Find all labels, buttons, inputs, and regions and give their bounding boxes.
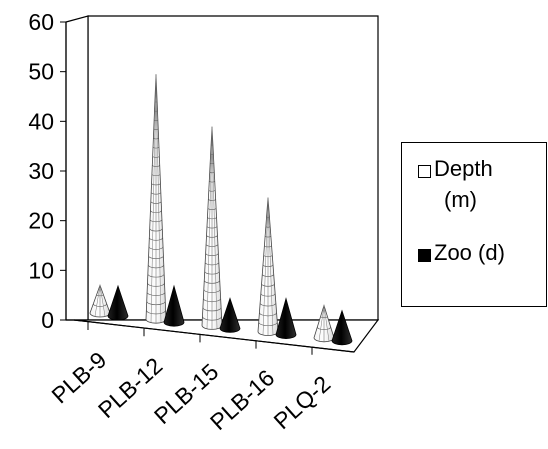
depth-cone-PLB-15-ridge xyxy=(211,126,218,329)
depth-cone-PLB-15-ridge xyxy=(206,126,213,329)
chart-marks xyxy=(89,74,353,346)
x-tick-label: PLQ-2 xyxy=(269,370,336,434)
zoo-cone-PLB-16-body xyxy=(275,297,297,339)
zoo-cone-PLQ-2 xyxy=(331,309,353,346)
y-tick-label: 10 xyxy=(28,257,54,283)
depth-cone-PLB-9-ridge xyxy=(99,285,106,317)
depth-cone-PLQ-2-ridge xyxy=(323,305,330,342)
depth-cone-PLB-12-ridge xyxy=(150,74,157,323)
depth-cone-PLB-12-ridge xyxy=(155,74,162,323)
y-tick-label: 20 xyxy=(28,208,54,234)
legend: Depth (m) Zoo (d) xyxy=(401,142,547,307)
zoo-cone-PLQ-2-body xyxy=(331,309,353,346)
legend-label-depth-unit: (m) xyxy=(444,187,477,212)
y-tick-label: 30 xyxy=(28,158,54,184)
depth-cone-PLB-16-ridge xyxy=(267,197,274,335)
legend-label-depth: Depth xyxy=(434,156,493,181)
zoo-cone-PLB-15 xyxy=(219,297,241,333)
y-tick-label: 60 xyxy=(28,9,54,35)
legend-swatch-zoo xyxy=(418,249,431,262)
y-tick-label: 0 xyxy=(41,307,54,333)
depth-cone-PLB-16 xyxy=(257,197,279,336)
back-wall xyxy=(87,15,379,321)
side-wall xyxy=(65,15,89,321)
depth-cone-PLB-15 xyxy=(201,126,223,330)
zoo-cone-PLB-12 xyxy=(163,284,185,327)
depth-cone-PLQ-2-ridge xyxy=(318,305,325,342)
y-axis-ticks: 0 10 20 30 40 50 60 xyxy=(28,9,66,333)
zoo-cone-PLB-15-body xyxy=(219,297,241,333)
zoo-cone-PLB-9 xyxy=(107,284,129,321)
y-tick-label: 40 xyxy=(28,108,54,134)
y-tick-label: 50 xyxy=(28,59,54,85)
depth-cone-PLB-9-ridge xyxy=(94,285,101,317)
legend-label-zoo: Zoo (d) xyxy=(434,240,505,265)
zoo-cone-PLB-9-body xyxy=(107,284,129,321)
depth-cone-PLB-16-ridge xyxy=(262,197,269,335)
x-axis-line xyxy=(73,319,355,353)
legend-swatch-depth xyxy=(418,165,431,178)
zoo-cone-PLB-16 xyxy=(275,297,297,339)
zoo-cone-PLB-12-body xyxy=(163,284,185,327)
